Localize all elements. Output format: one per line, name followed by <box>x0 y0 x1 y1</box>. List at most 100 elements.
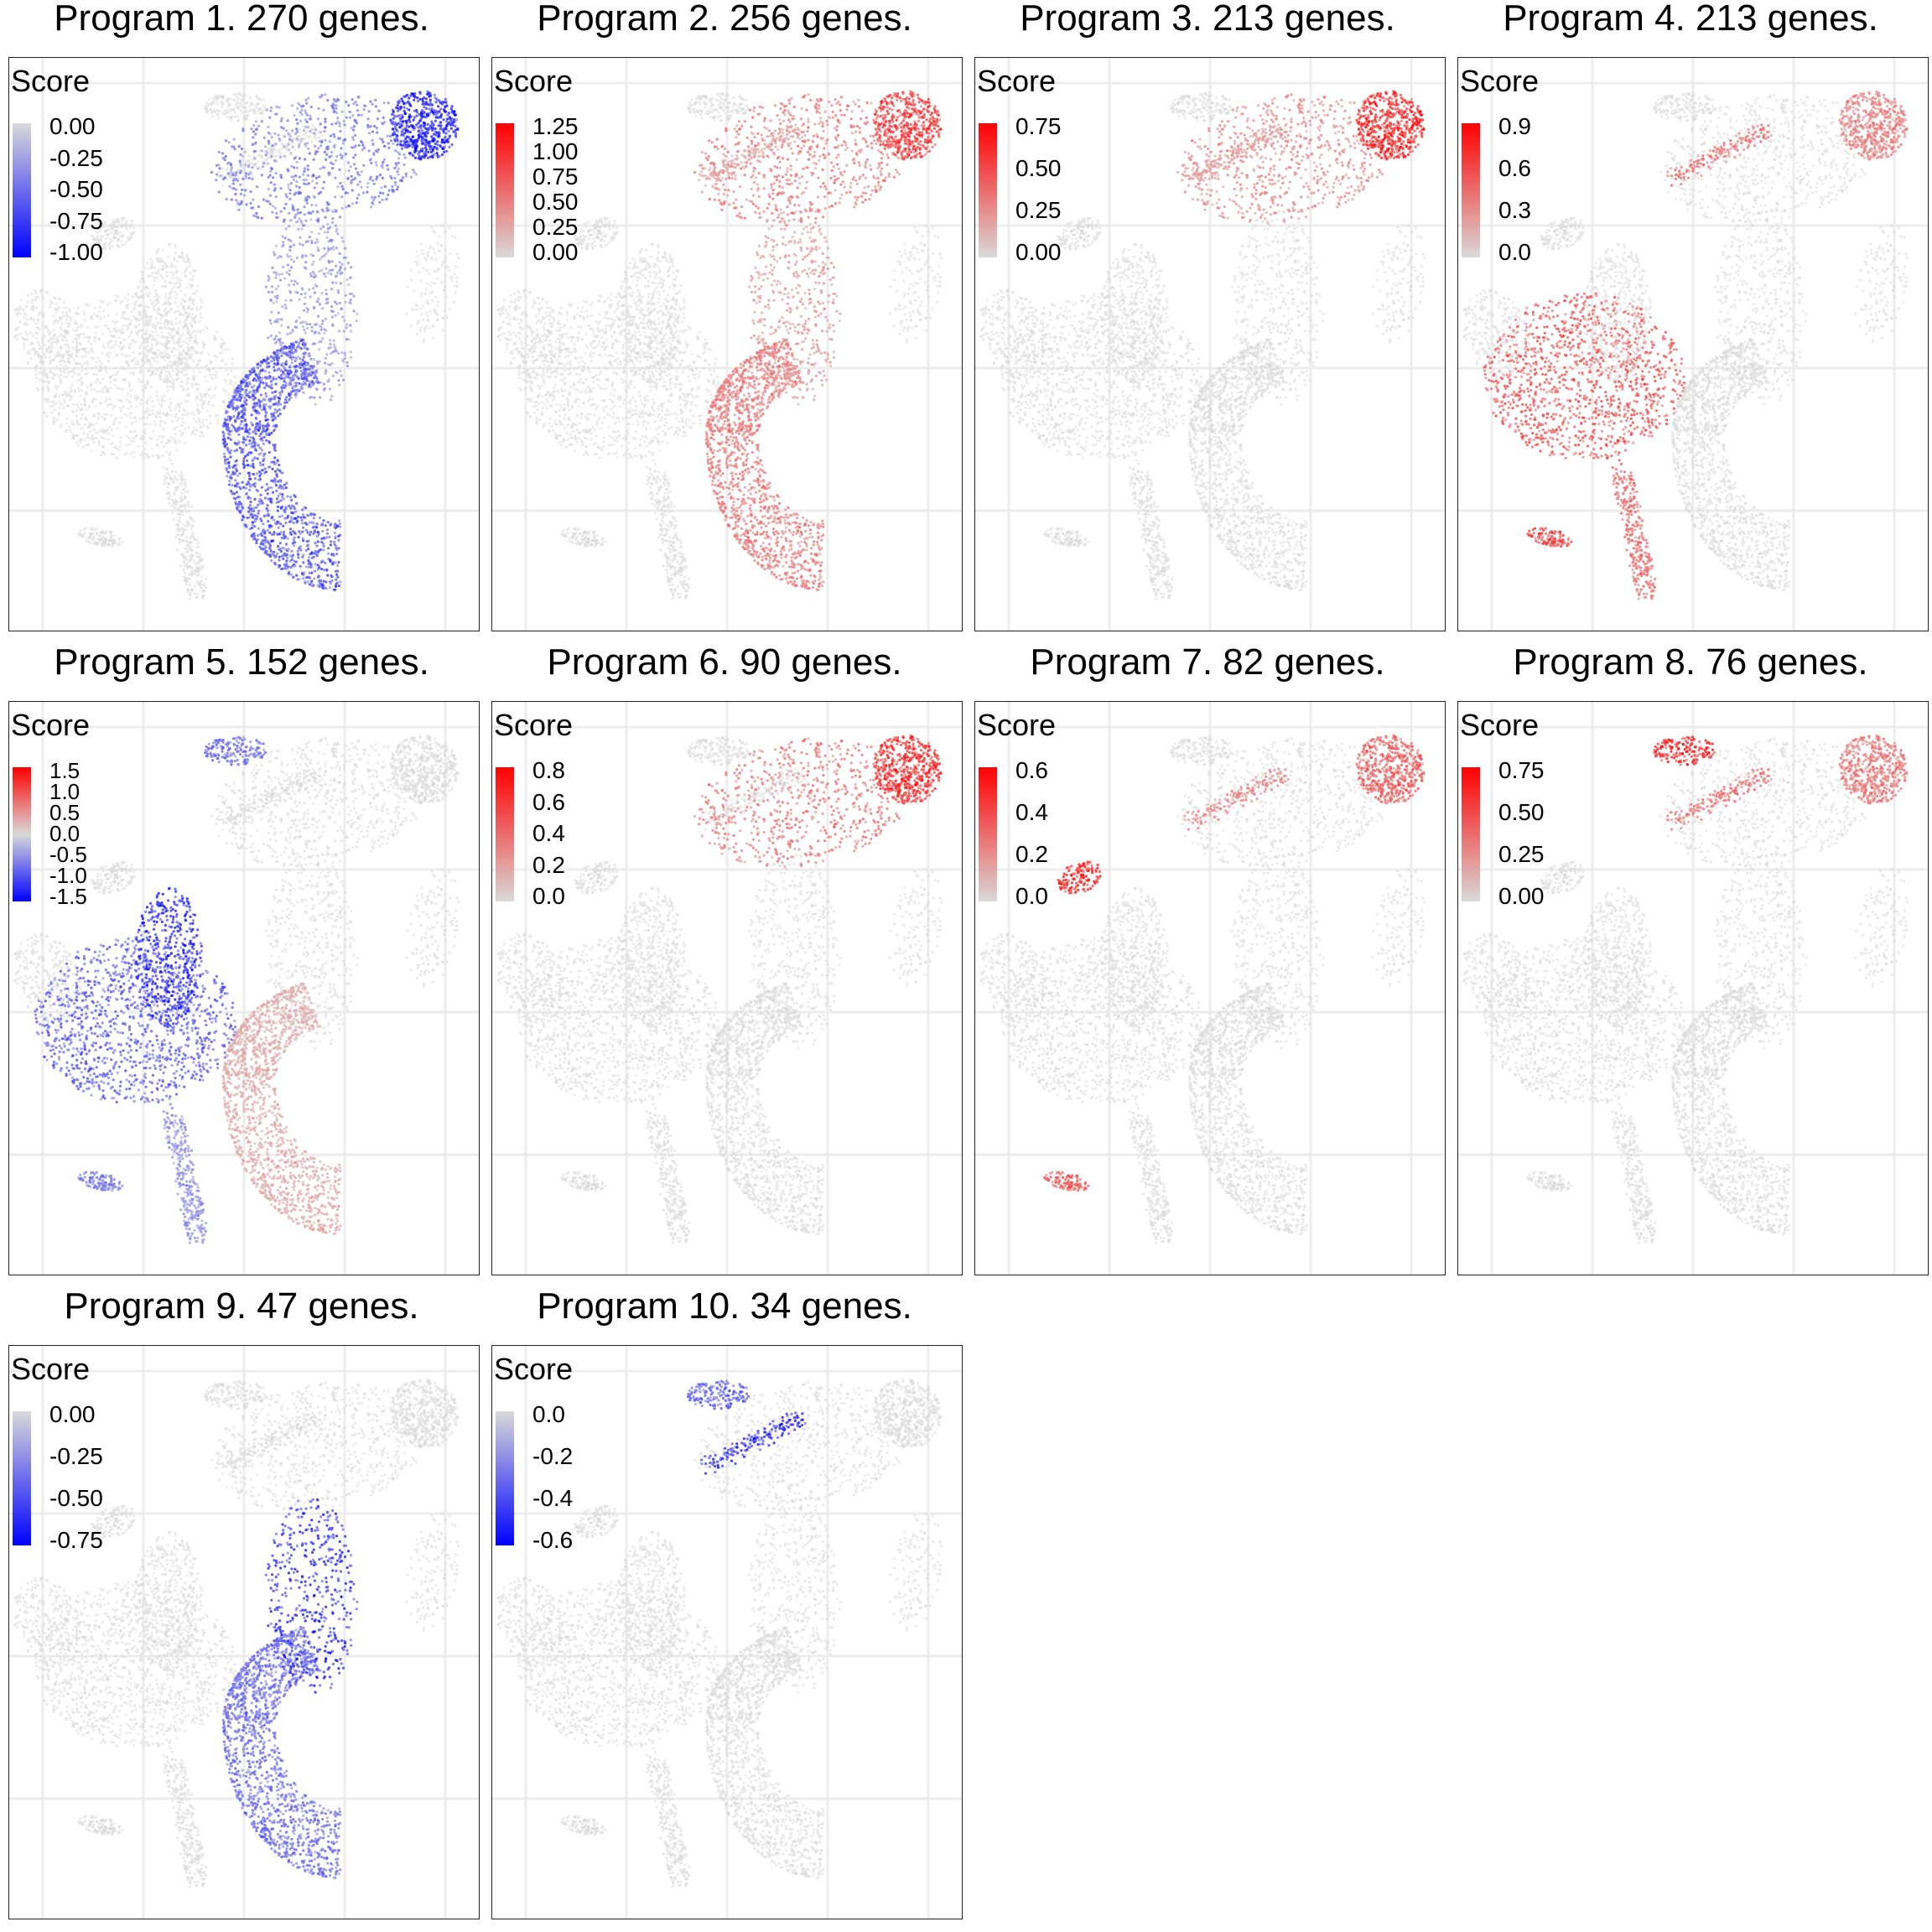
cell-point <box>36 326 39 329</box>
cell-point <box>207 388 210 391</box>
cell-point <box>307 580 309 583</box>
cell-point <box>352 295 355 298</box>
cell-point <box>250 127 252 130</box>
cell-point <box>345 117 348 119</box>
cell-point <box>377 117 379 120</box>
cell-point <box>210 377 213 380</box>
cell-point <box>199 434 201 437</box>
cell-point <box>257 375 259 377</box>
cell-point <box>242 441 245 444</box>
cell-point <box>255 373 257 376</box>
cell-point <box>283 219 286 221</box>
cell-point <box>50 377 53 379</box>
cell-point <box>310 253 313 256</box>
cell-point <box>440 244 443 247</box>
cell-point <box>123 413 126 415</box>
cell-point <box>349 117 351 119</box>
cell-point <box>405 101 408 104</box>
cell-point <box>240 423 242 425</box>
cell-point <box>37 296 39 299</box>
cell-point <box>276 320 278 323</box>
cell-point <box>156 334 158 336</box>
cell-point <box>435 101 438 103</box>
cell-point <box>415 115 418 117</box>
cell-point <box>235 189 237 191</box>
cell-point <box>169 409 172 412</box>
cell-point <box>49 405 52 408</box>
cell-point <box>257 412 260 414</box>
cell-point <box>148 437 151 439</box>
cell-point <box>294 496 297 498</box>
cell-point <box>250 465 252 467</box>
cell-point <box>90 382 92 385</box>
cell-point <box>316 535 319 538</box>
cell-point <box>284 299 287 302</box>
cell-point <box>114 344 117 346</box>
cell-point <box>266 426 268 428</box>
cell-point <box>288 505 290 507</box>
cell-point <box>277 460 279 462</box>
cell-point <box>52 315 55 318</box>
cell-point <box>19 299 22 301</box>
cell-point <box>237 434 240 436</box>
cell-point <box>397 162 400 164</box>
cell-point <box>126 434 128 437</box>
cell-point <box>325 288 327 291</box>
cell-point <box>26 318 29 320</box>
cell-point <box>310 584 313 587</box>
cell-point <box>99 390 101 392</box>
cell-point <box>53 329 55 331</box>
cell-point <box>268 465 271 468</box>
cell-point <box>275 473 278 475</box>
cell-point <box>49 362 52 365</box>
cell-point <box>143 384 146 387</box>
cell-point <box>366 186 369 189</box>
cell-point <box>340 263 343 266</box>
cell-point <box>316 300 319 303</box>
cell-point <box>262 368 264 371</box>
cell-point <box>304 361 306 364</box>
cell-point <box>92 373 95 376</box>
cell-point <box>63 398 65 401</box>
cell-point <box>314 563 316 565</box>
cell-point <box>252 406 254 408</box>
cell-point <box>304 261 307 263</box>
cell-point <box>203 393 205 396</box>
cell-point <box>267 200 270 203</box>
cell-point <box>270 335 273 337</box>
cell-point <box>256 127 258 130</box>
cell-point <box>114 366 117 369</box>
cell-point <box>392 143 394 145</box>
cell-point <box>132 451 135 454</box>
cell-point <box>257 366 259 369</box>
cell-point <box>216 356 218 358</box>
cell-point <box>454 136 457 138</box>
cell-point <box>405 175 408 178</box>
cell-point <box>239 472 242 475</box>
cell-point <box>111 428 113 431</box>
cell-point <box>262 165 264 168</box>
cell-point <box>267 510 269 512</box>
cell-point <box>152 325 154 328</box>
cell-point <box>258 385 261 387</box>
cell-point <box>160 331 163 334</box>
cell-point <box>323 273 325 275</box>
cell-point <box>275 335 278 337</box>
cell-point <box>233 497 236 500</box>
cell-point <box>231 429 233 432</box>
cell-point <box>158 402 161 405</box>
cell-point <box>191 308 194 310</box>
cell-point <box>175 368 178 371</box>
cell-point <box>376 164 378 167</box>
cell-point <box>258 427 261 429</box>
cell-point <box>319 191 322 194</box>
cell-point <box>208 368 210 371</box>
cell-point <box>299 338 302 340</box>
cell-point <box>331 325 334 327</box>
cell-point <box>319 517 321 519</box>
cell-point <box>287 548 289 550</box>
cell-point <box>351 175 353 178</box>
cell-point <box>160 378 163 381</box>
cell-point <box>35 292 38 294</box>
cell-point <box>125 304 127 307</box>
